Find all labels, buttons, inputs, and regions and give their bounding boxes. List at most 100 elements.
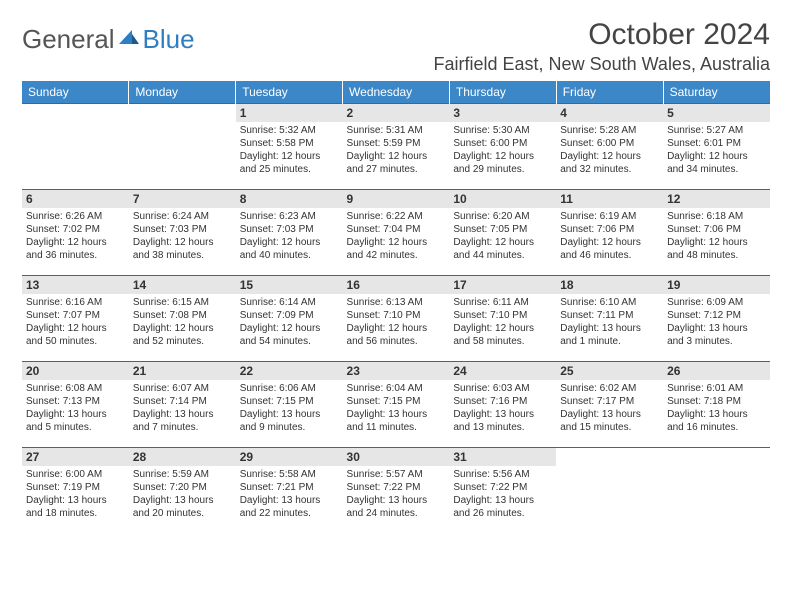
sunset-text: Sunset: 6:00 PM	[453, 137, 552, 150]
calendar-cell: 8 Sunrise: 6:23 AMSunset: 7:03 PMDaylight…	[236, 190, 343, 276]
day-details: Sunrise: 6:13 AMSunset: 7:10 PMDaylight:…	[347, 296, 446, 348]
calendar-cell: 6 Sunrise: 6:26 AMSunset: 7:02 PMDaylight…	[22, 190, 129, 276]
daylight-text: Daylight: 12 hours and 40 minutes.	[240, 236, 339, 262]
day-number: 14	[129, 276, 236, 294]
daylight-text: Daylight: 13 hours and 22 minutes.	[240, 494, 339, 520]
daylight-text: Daylight: 12 hours and 48 minutes.	[667, 236, 766, 262]
daylight-text: Daylight: 12 hours and 34 minutes.	[667, 150, 766, 176]
day-details: Sunrise: 5:32 AMSunset: 5:58 PMDaylight:…	[240, 124, 339, 176]
sunrise-text: Sunrise: 6:04 AM	[347, 382, 446, 395]
day-number: 25	[556, 362, 663, 380]
sunset-text: Sunset: 7:16 PM	[453, 395, 552, 408]
sunset-text: Sunset: 5:59 PM	[347, 137, 446, 150]
calendar-cell: 21Sunrise: 6:07 AMSunset: 7:14 PMDayligh…	[129, 362, 236, 448]
sunrise-text: Sunrise: 5:31 AM	[347, 124, 446, 137]
sunset-text: Sunset: 7:10 PM	[453, 309, 552, 322]
day-details: Sunrise: 5:58 AMSunset: 7:21 PMDaylight:…	[240, 468, 339, 520]
day-number: 6	[22, 190, 129, 208]
calendar-cell: 18Sunrise: 6:10 AMSunset: 7:11 PMDayligh…	[556, 276, 663, 362]
day-details: Sunrise: 6:23 AMSunset: 7:03 PMDaylight:…	[240, 210, 339, 262]
sunrise-text: Sunrise: 6:19 AM	[560, 210, 659, 223]
sunrise-text: Sunrise: 6:16 AM	[26, 296, 125, 309]
sunrise-text: Sunrise: 6:23 AM	[240, 210, 339, 223]
daylight-text: Daylight: 13 hours and 11 minutes.	[347, 408, 446, 434]
day-details: Sunrise: 6:26 AMSunset: 7:02 PMDaylight:…	[26, 210, 125, 262]
sunset-text: Sunset: 7:15 PM	[347, 395, 446, 408]
day-details: Sunrise: 6:19 AMSunset: 7:06 PMDaylight:…	[560, 210, 659, 262]
daylight-text: Daylight: 12 hours and 27 minutes.	[347, 150, 446, 176]
sunrise-text: Sunrise: 6:11 AM	[453, 296, 552, 309]
day-details: Sunrise: 6:00 AMSunset: 7:19 PMDaylight:…	[26, 468, 125, 520]
sunrise-text: Sunrise: 6:03 AM	[453, 382, 552, 395]
sunrise-text: Sunrise: 6:20 AM	[453, 210, 552, 223]
daylight-text: Daylight: 12 hours and 32 minutes.	[560, 150, 659, 176]
calendar-cell: 7Sunrise: 6:24 AMSunset: 7:03 PMDaylight…	[129, 190, 236, 276]
day-number: 2	[343, 104, 450, 122]
day-details: Sunrise: 6:24 AMSunset: 7:03 PMDaylight:…	[133, 210, 232, 262]
sunrise-text: Sunrise: 5:59 AM	[133, 468, 232, 481]
calendar-table: Sunday Monday Tuesday Wednesday Thursday…	[22, 81, 770, 534]
day-details: Sunrise: 5:56 AMSunset: 7:22 PMDaylight:…	[453, 468, 552, 520]
calendar-cell: 1Sunrise: 5:32 AMSunset: 5:58 PMDaylight…	[236, 104, 343, 190]
daylight-text: Daylight: 12 hours and 50 minutes.	[26, 322, 125, 348]
day-header: Saturday	[663, 81, 770, 104]
day-details: Sunrise: 6:22 AMSunset: 7:04 PMDaylight:…	[347, 210, 446, 262]
day-number: 21	[129, 362, 236, 380]
header: General Blue October 2024 Fairfield East…	[22, 18, 770, 75]
sunrise-text: Sunrise: 5:32 AM	[240, 124, 339, 137]
calendar-cell: 26Sunrise: 6:01 AMSunset: 7:18 PMDayligh…	[663, 362, 770, 448]
sunrise-text: Sunrise: 6:18 AM	[667, 210, 766, 223]
calendar-cell: 25Sunrise: 6:02 AMSunset: 7:17 PMDayligh…	[556, 362, 663, 448]
sunset-text: Sunset: 6:01 PM	[667, 137, 766, 150]
calendar-cell: 29 Sunrise: 5:58 AMSunset: 7:21 PMDayligh…	[236, 448, 343, 534]
sunset-text: Sunset: 7:03 PM	[133, 223, 232, 236]
day-number: 24	[449, 362, 556, 380]
logo-text-general: General	[22, 24, 115, 55]
location-text: Fairfield East, New South Wales, Austral…	[434, 54, 770, 75]
day-header: Thursday	[449, 81, 556, 104]
day-header: Sunday	[22, 81, 129, 104]
daylight-text: Daylight: 13 hours and 9 minutes.	[240, 408, 339, 434]
day-number: 27	[22, 448, 129, 466]
calendar-cell	[129, 104, 236, 190]
daylight-text: Daylight: 12 hours and 25 minutes.	[240, 150, 339, 176]
day-number: 19	[663, 276, 770, 294]
calendar-cell: 5Sunrise: 5:27 AMSunset: 6:01 PMDaylight…	[663, 104, 770, 190]
day-number: 8	[236, 190, 343, 208]
sunset-text: Sunset: 7:19 PM	[26, 481, 125, 494]
day-number: 29	[236, 448, 343, 466]
calendar-cell: 3Sunrise: 5:30 AMSunset: 6:00 PMDaylight…	[449, 104, 556, 190]
sunset-text: Sunset: 7:03 PM	[240, 223, 339, 236]
calendar-cell	[556, 448, 663, 534]
day-number: 22	[236, 362, 343, 380]
page-title: October 2024	[434, 18, 770, 52]
sunset-text: Sunset: 7:14 PM	[133, 395, 232, 408]
sunrise-text: Sunrise: 6:22 AM	[347, 210, 446, 223]
sunset-text: Sunset: 7:02 PM	[26, 223, 125, 236]
daylight-text: Daylight: 12 hours and 46 minutes.	[560, 236, 659, 262]
daylight-text: Daylight: 13 hours and 18 minutes.	[26, 494, 125, 520]
calendar-cell: 11Sunrise: 6:19 AMSunset: 7:06 PMDayligh…	[556, 190, 663, 276]
triangle-icon	[118, 26, 140, 53]
calendar-row: 1Sunrise: 5:32 AMSunset: 5:58 PMDaylight…	[22, 104, 770, 190]
calendar-header-row: Sunday Monday Tuesday Wednesday Thursday…	[22, 81, 770, 104]
sunset-text: Sunset: 7:05 PM	[453, 223, 552, 236]
daylight-text: Daylight: 12 hours and 42 minutes.	[347, 236, 446, 262]
day-details: Sunrise: 6:01 AMSunset: 7:18 PMDaylight:…	[667, 382, 766, 434]
calendar-cell: 27 Sunrise: 6:00 AMSunset: 7:19 PMDayligh…	[22, 448, 129, 534]
day-number: 20	[22, 362, 129, 380]
sunrise-text: Sunrise: 5:56 AM	[453, 468, 552, 481]
sunset-text: Sunset: 7:18 PM	[667, 395, 766, 408]
daylight-text: Daylight: 12 hours and 44 minutes.	[453, 236, 552, 262]
sunset-text: Sunset: 7:04 PM	[347, 223, 446, 236]
day-details: Sunrise: 5:57 AMSunset: 7:22 PMDaylight:…	[347, 468, 446, 520]
calendar-cell	[22, 104, 129, 190]
day-number: 30	[343, 448, 450, 466]
daylight-text: Daylight: 13 hours and 7 minutes.	[133, 408, 232, 434]
daylight-text: Daylight: 12 hours and 29 minutes.	[453, 150, 552, 176]
calendar-cell: 10Sunrise: 6:20 AMSunset: 7:05 PMDayligh…	[449, 190, 556, 276]
sunrise-text: Sunrise: 5:28 AM	[560, 124, 659, 137]
daylight-text: Daylight: 12 hours and 52 minutes.	[133, 322, 232, 348]
calendar-row: 27 Sunrise: 6:00 AMSunset: 7:19 PMDayligh…	[22, 448, 770, 534]
day-details: Sunrise: 6:11 AMSunset: 7:10 PMDaylight:…	[453, 296, 552, 348]
